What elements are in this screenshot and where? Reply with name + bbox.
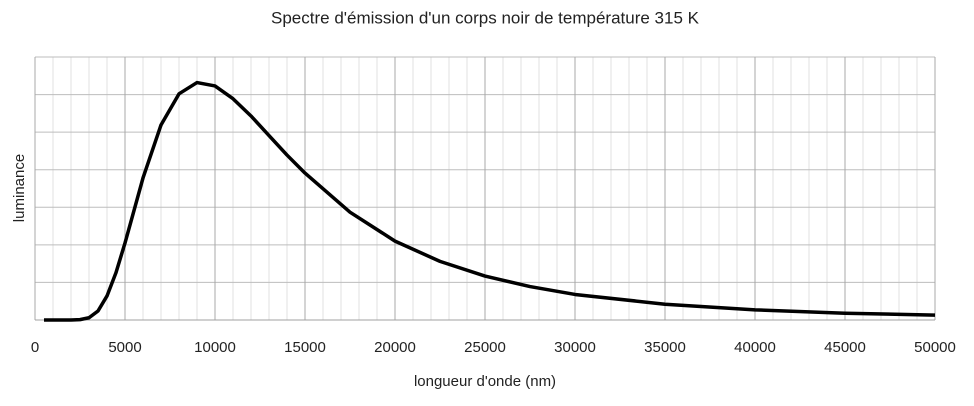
data-line <box>44 80 936 322</box>
x-tick-label: 50000 <box>914 339 956 356</box>
x-axis-label: longueur d'onde (nm) <box>414 373 556 390</box>
x-tick-label: 45000 <box>824 339 866 356</box>
x-tick-label: 0 <box>31 339 39 356</box>
x-tick-label: 15000 <box>284 339 326 356</box>
y-axis-label: luminance <box>11 154 28 222</box>
x-tick-label: 25000 <box>464 339 506 356</box>
x-tick-label: 40000 <box>734 339 776 356</box>
x-tick-label: 20000 <box>374 339 416 356</box>
x-tick-label: 30000 <box>554 339 596 356</box>
x-tick-label: 10000 <box>194 339 236 356</box>
chart-title: Spectre d'émission d'un corps noir de te… <box>271 8 700 27</box>
x-tick-label: 35000 <box>644 339 686 356</box>
x-tick-label: 5000 <box>108 339 141 356</box>
